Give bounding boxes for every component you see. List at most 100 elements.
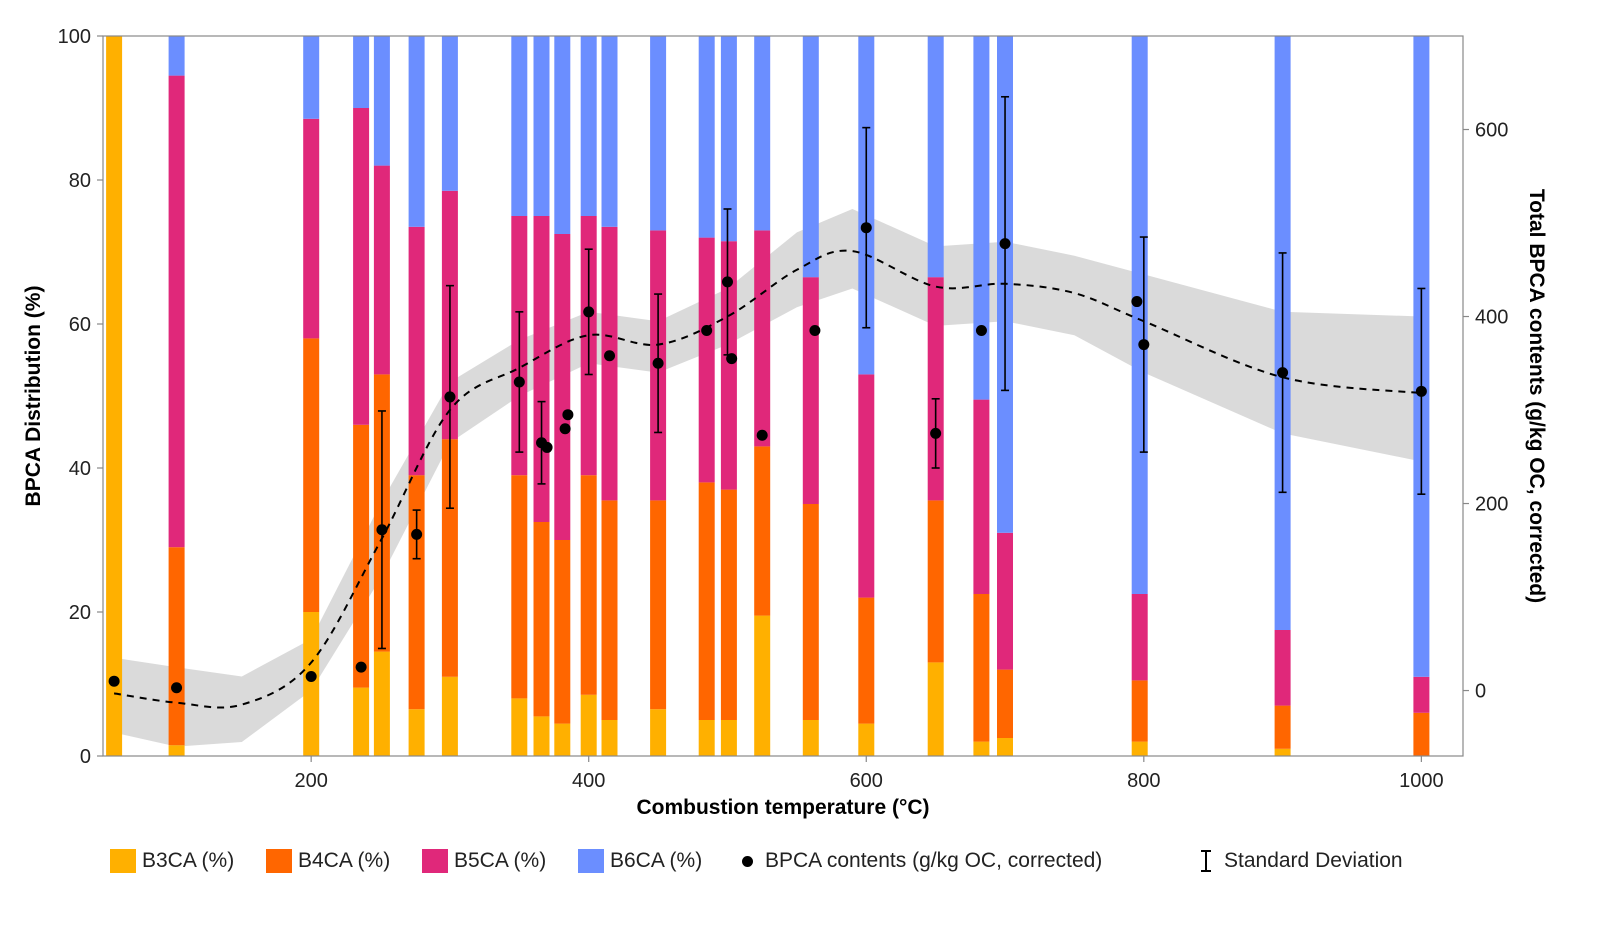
bar-b6ca-segment (441, 36, 458, 191)
bar-b5ca-segment (601, 226, 618, 501)
bpca-point-group (305, 671, 317, 683)
bar-b4ca-segment (168, 547, 185, 746)
bpca-point-group (559, 423, 571, 435)
legend-item-b5ca: B5CA (%) (422, 846, 546, 876)
x-tick-label: 800 (1127, 770, 1160, 792)
y2-axis-title: Total BPCA contents (g/kg OC, corrected) (1525, 189, 1548, 603)
bpca-point (562, 409, 574, 421)
legend-swatch-b3ca (110, 849, 136, 873)
bpca-point-group (756, 429, 768, 441)
x-axis-title: Combustion temperature (°C) (636, 796, 929, 819)
bpca-point (809, 325, 821, 337)
bar-stack (973, 36, 990, 756)
bar-stack (580, 36, 597, 756)
bar-stack (408, 36, 425, 756)
bar-b3ca-segment (408, 709, 425, 756)
bar-b4ca-segment (1131, 680, 1148, 742)
bpca-point (726, 353, 738, 365)
bpca-point-group (930, 398, 942, 469)
bar-b5ca-segment (1131, 594, 1148, 681)
bpca-point (444, 391, 456, 403)
bpca-point (541, 441, 553, 453)
bar-stack (601, 36, 618, 756)
bpca-point-group (1138, 236, 1150, 453)
bar-b4ca-segment (533, 522, 550, 717)
y-axis-title: BPCA Distribution (%) (22, 286, 45, 507)
bpca-point-group (355, 661, 367, 673)
bar-b3ca-segment (927, 662, 944, 756)
bar-b5ca-segment (927, 277, 944, 501)
bpca-point-group (583, 248, 595, 376)
bar-stack (168, 36, 185, 756)
bar-b5ca-segment (997, 532, 1013, 670)
bar-b4ca-segment (580, 475, 597, 695)
bpca-point (108, 675, 120, 687)
bpca-point-group (999, 95, 1011, 392)
bar-b3ca-segment (554, 723, 571, 756)
bar-b5ca-segment (408, 226, 425, 476)
legend-item-b3ca: B3CA (%) (110, 846, 234, 876)
bpca-point-group (171, 682, 183, 694)
legend-label-sd: Standard Deviation (1224, 849, 1403, 872)
bar-b4ca-segment (754, 446, 771, 616)
bar-stack (927, 36, 944, 756)
y2-tick-label: 600 (1475, 120, 1508, 142)
confidence-band (114, 209, 1422, 747)
bar-b6ca-segment (601, 36, 618, 227)
y-axis-ticks: 0 20 40 60 80 100 (58, 26, 103, 768)
bpca-point-group (809, 325, 821, 337)
bpca-point-group (1415, 287, 1427, 495)
bpca-point (701, 325, 713, 337)
bpca-point (756, 429, 768, 441)
bar-b5ca-segment (1274, 630, 1291, 706)
y-tick-label: 40 (69, 458, 91, 480)
bar-b5ca-segment (1413, 676, 1430, 713)
bar-stack (720, 36, 737, 756)
bar-b6ca-segment (698, 36, 715, 238)
bpca-point (1277, 367, 1289, 379)
legend-swatch-b4ca (266, 849, 292, 873)
bpca-point (171, 682, 183, 694)
legend-label-b6ca: B6CA (%) (610, 849, 703, 872)
bar-b3ca-segment (650, 709, 667, 756)
bpca-point (652, 357, 664, 369)
bar-b3ca-segment (698, 720, 715, 756)
bar-b4ca-segment (973, 594, 990, 742)
bar-b6ca-segment (650, 36, 667, 231)
bpca-point (860, 222, 872, 234)
bar-b3ca-segment (580, 694, 597, 756)
trend-curve-layer (113, 249, 1422, 709)
bpca-point (1138, 339, 1150, 351)
bar-stack (373, 36, 390, 756)
bar-b4ca-segment (698, 482, 715, 720)
bar-b3ca-segment (511, 698, 528, 756)
bar-b3ca-segment (601, 720, 618, 756)
bar-b4ca-segment (1274, 705, 1291, 749)
bar-b5ca-segment (303, 118, 320, 339)
bar-b4ca-segment (650, 500, 667, 710)
y2-tick-label: 0 (1475, 681, 1486, 703)
bar-b3ca-segment (973, 741, 990, 756)
bpca-points (108, 95, 1427, 694)
bar-b6ca-segment (303, 36, 320, 119)
bar-b3ca-segment (754, 615, 771, 756)
bpca-point (376, 524, 388, 536)
x-tick-label: 400 (572, 770, 605, 792)
bpca-point-group (513, 311, 525, 453)
bar-b3ca-segment (1274, 748, 1291, 756)
bar-b3ca-segment (303, 612, 320, 756)
bar-b5ca-segment (168, 75, 185, 548)
bar-b3ca-segment (353, 687, 370, 756)
bar-b5ca-segment (802, 277, 819, 504)
bar-b3ca-segment (802, 720, 819, 756)
y-tick-label: 60 (69, 314, 91, 336)
bar-b4ca-segment (441, 439, 458, 677)
bar-b5ca-segment (973, 399, 990, 594)
bar-b3ca-segment (858, 723, 875, 756)
legend-label-b3ca: B3CA (%) (142, 849, 235, 872)
y2-tick-label: 400 (1475, 307, 1508, 329)
bar-stack (698, 36, 715, 756)
bar-b4ca-segment (601, 500, 618, 720)
y2-tick-label: 200 (1475, 494, 1508, 516)
